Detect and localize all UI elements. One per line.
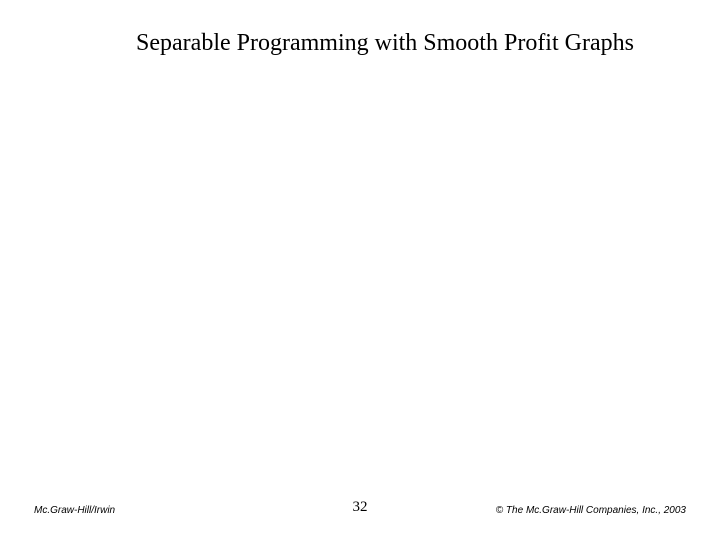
footer-copyright: © The Mc.Graw-Hill Companies, Inc., 2003: [496, 505, 686, 516]
slide-title: Separable Programming with Smooth Profit…: [0, 30, 720, 57]
